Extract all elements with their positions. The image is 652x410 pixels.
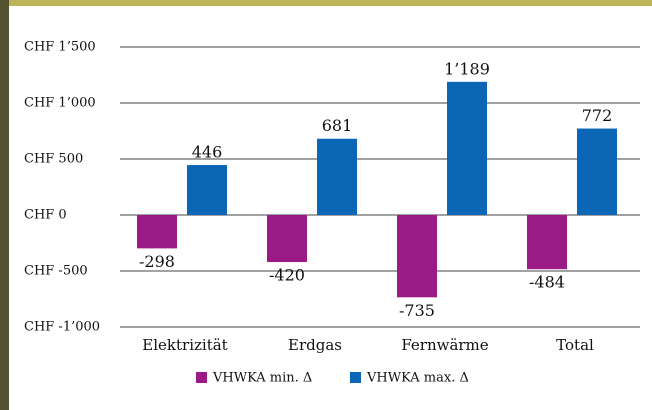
y-tick-label: CHF 1’000 [24, 96, 96, 111]
value-label: 681 [322, 116, 353, 135]
y-tick-label: CHF -500 [24, 264, 88, 279]
legend-label: VHWKA min. Δ [212, 371, 312, 386]
legend-swatch [350, 372, 361, 383]
legend-swatch [196, 372, 207, 383]
x-tick-label: Fernwärme [401, 336, 488, 354]
value-label: 1’189 [444, 59, 490, 78]
value-label: -298 [139, 252, 175, 271]
x-tick-label: Elektrizität [142, 336, 227, 354]
value-label: -735 [399, 301, 435, 320]
bar [447, 81, 487, 215]
y-tick-label: CHF 500 [24, 152, 83, 167]
y-tick-label: CHF 0 [24, 208, 67, 223]
y-tick-label: CHF 1’500 [24, 40, 96, 55]
left-border [0, 0, 9, 410]
bar [577, 128, 617, 215]
bar [137, 215, 177, 249]
bar [527, 215, 567, 270]
value-label: -420 [269, 266, 305, 285]
x-tick-label: Erdgas [288, 336, 342, 354]
bar [267, 215, 307, 263]
bar [397, 215, 437, 298]
value-label: 772 [582, 106, 613, 125]
bar [317, 138, 357, 215]
top-border [0, 0, 652, 6]
bar [187, 165, 227, 215]
legend-label: VHWKA max. Δ [366, 371, 469, 386]
value-label: 446 [192, 143, 223, 162]
y-tick-label: CHF -1’000 [24, 320, 100, 335]
value-label: -484 [529, 273, 565, 292]
x-tick-label: Total [556, 336, 594, 354]
